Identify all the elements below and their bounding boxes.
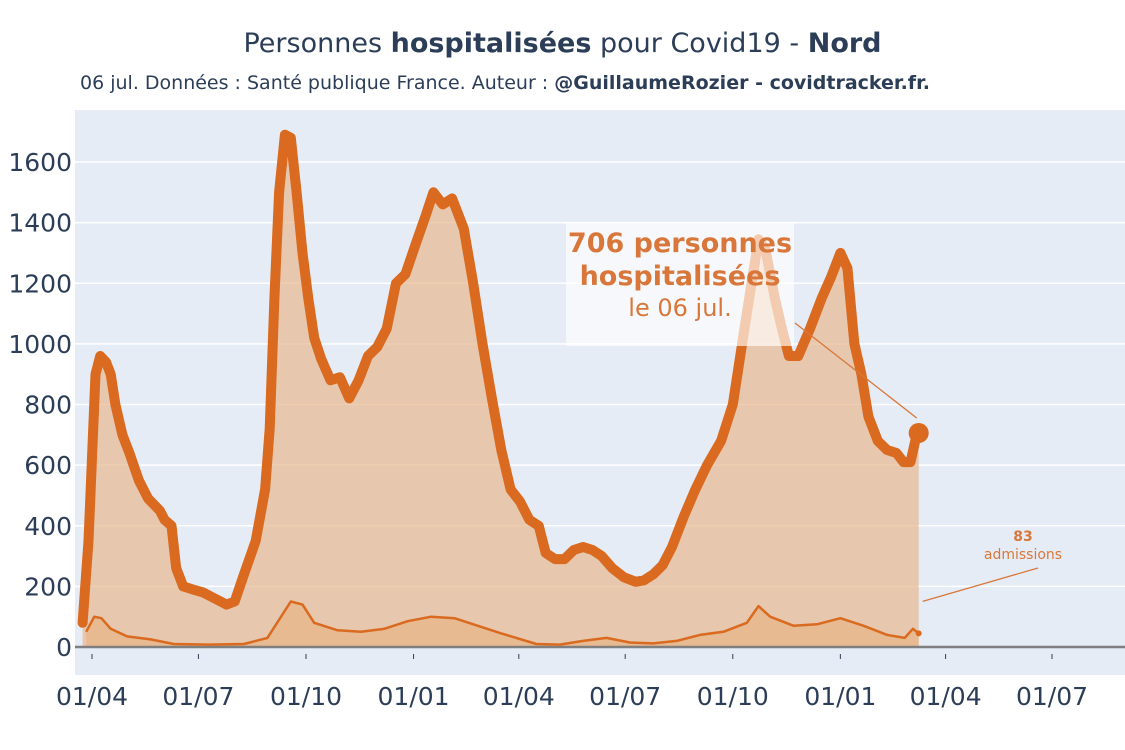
x-tick-label: 01/04 — [56, 682, 128, 711]
title-middle: pour Covid19 - — [591, 28, 808, 59]
series-lines — [75, 129, 1125, 649]
x-tick-label: 01/10 — [270, 682, 342, 711]
hospitalised-last-point — [908, 422, 929, 443]
admissions-annotation: 83 admissions — [975, 528, 1071, 564]
y-tick-label: 400 — [24, 512, 72, 541]
hospitalised-annotation-connector — [794, 322, 918, 419]
hospitalised-line — [77, 129, 924, 628]
subtitle-text: 06 jul. Données : Santé publique France.… — [80, 72, 555, 94]
y-tick-label: 200 — [24, 572, 72, 601]
x-tick-label: 01/01 — [804, 682, 876, 711]
x-tick-label: 01/01 — [378, 682, 450, 711]
hospitalised-annotation: 706 personnes hospitalisées le 06 jul. — [566, 222, 794, 346]
y-tick-label: 1600 — [8, 148, 72, 177]
hospitalised-area — [82, 134, 919, 647]
y-axis: 0 200 400 600 800 1000 1200 1400 1600 — [8, 148, 72, 662]
admissions-label: admissions — [983, 547, 1063, 563]
chart-subtitle: 06 jul. Données : Santé publique France.… — [80, 72, 930, 94]
annotation-line-3: le 06 jul. — [628, 294, 732, 322]
x-tick-label: 01/07 — [589, 682, 661, 711]
y-tick-label: 1200 — [8, 269, 72, 298]
x-axis: 01/04 01/07 01/10 01/01 01/04 01/07 01/10 01/01… — [56, 654, 1088, 711]
x-tick-label: 01/04 — [910, 682, 982, 711]
subtitle-author: @GuillaumeRozier - covidtracker.fr. — [554, 72, 930, 94]
admissions-last-point — [915, 630, 922, 637]
area-fills — [82, 134, 919, 647]
annotation-line-1: 706 personnes — [567, 228, 793, 259]
title-region: Nord — [807, 28, 882, 59]
admissions-annotation-connector — [922, 567, 1039, 602]
y-tick-label: 600 — [24, 451, 72, 480]
admissions-area — [86, 601, 919, 647]
x-tick-label: 01/10 — [697, 682, 769, 711]
annotation-connectors — [794, 322, 1039, 602]
annotation-line-2: hospitalisées — [579, 261, 781, 292]
title-prefix: Personnes — [243, 28, 391, 59]
y-tick-label: 800 — [24, 391, 72, 420]
y-tick-label: 1400 — [8, 209, 72, 238]
y-tick-label: 1000 — [8, 330, 72, 359]
x-tick-label: 01/07 — [1016, 682, 1088, 711]
title-bold: hospitalisées — [390, 28, 592, 59]
y-tick-label: 0 — [56, 633, 72, 662]
x-tick-label: 01/07 — [162, 682, 234, 711]
chart-title: Personnes hospitalisées pour Covid19 - N… — [0, 28, 1125, 59]
admissions-value: 83 — [1013, 529, 1033, 545]
admissions-line — [85, 600, 920, 646]
x-tick-label: 01/04 — [483, 682, 555, 711]
